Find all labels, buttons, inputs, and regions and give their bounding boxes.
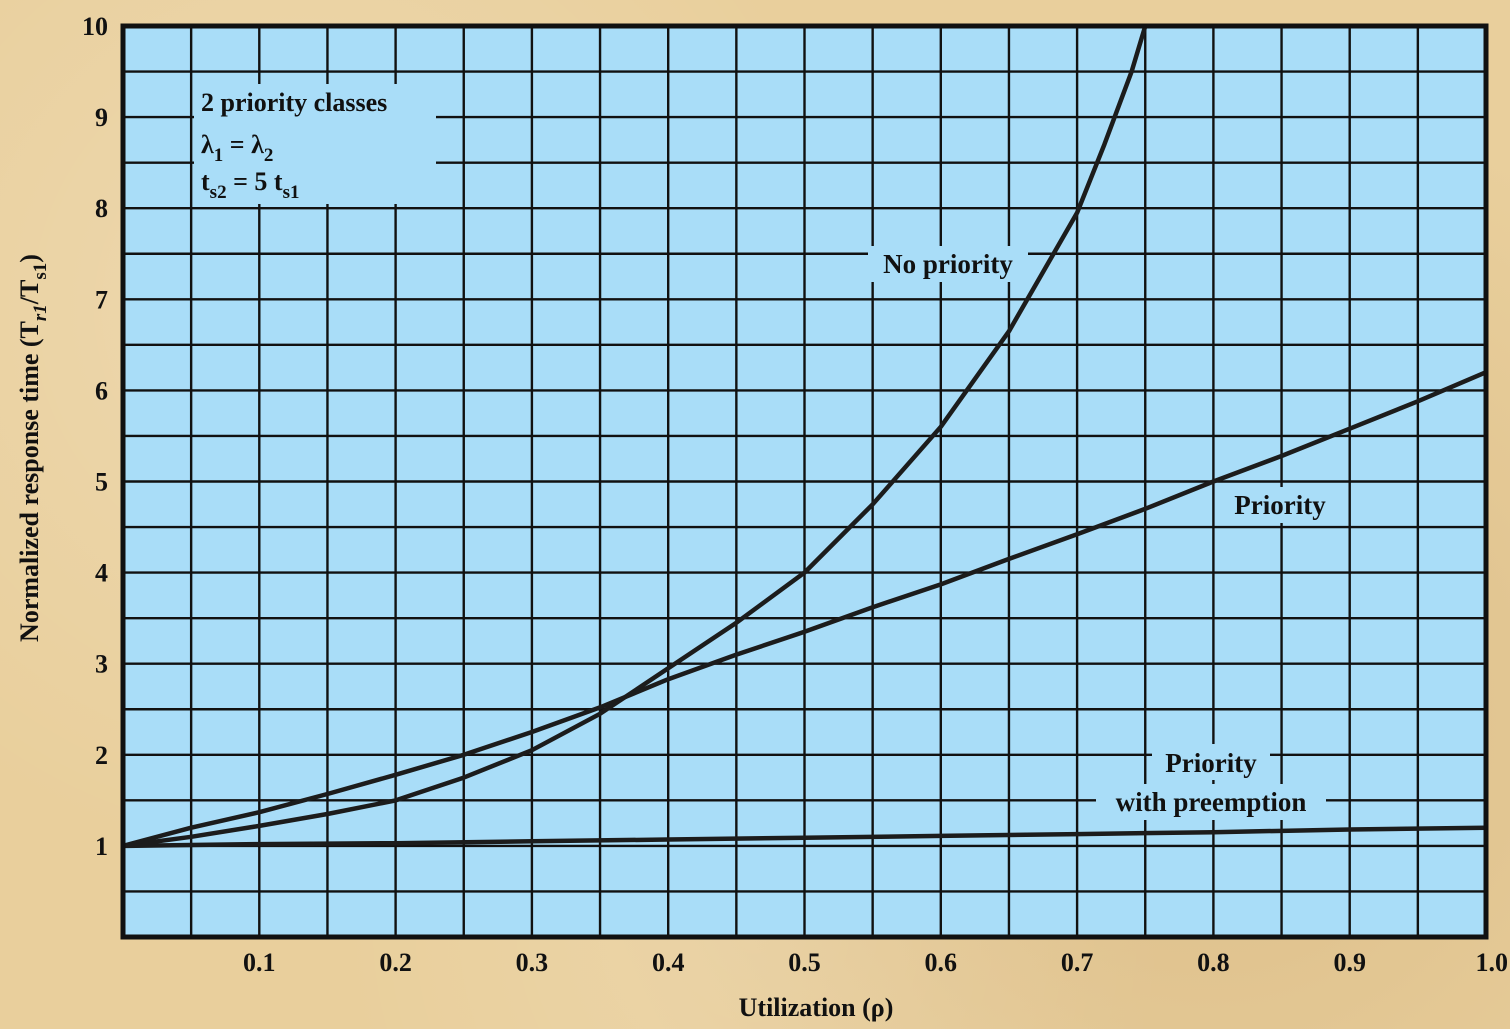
- series-priority: [120, 369, 1489, 849]
- y-tick-label: 4: [95, 559, 108, 588]
- annotation-line-2: λ1 = λ2: [201, 130, 273, 166]
- annotation-line-1: 2 priority classes: [201, 88, 387, 117]
- label-bg-preemption-2: [1096, 784, 1326, 820]
- tick-labels: 0.1 0.2 0.3 0.4 0.5 0.6 0.7 0.8 0.9 1.0 1 2 3 4 5 6 7 8 9 1…: [82, 12, 1508, 977]
- annotation-box: [194, 84, 436, 204]
- label-priority-preemption-line1: Priority: [1165, 748, 1257, 778]
- x-tick-label: 0.5: [788, 948, 821, 977]
- label-priority-preemption-line2: with preemption: [1116, 787, 1307, 817]
- y-tick-label: 7: [95, 285, 108, 314]
- x-tick-label: 0.7: [1061, 948, 1094, 977]
- curves: [120, 23, 1489, 849]
- x-tick-label: 0.4: [652, 948, 685, 977]
- plot-frame: [120, 23, 1489, 940]
- x-tick-label: 0.6: [925, 948, 958, 977]
- x-tick-label: 0.2: [379, 948, 412, 977]
- x-axis-title: Utilization (ρ): [739, 993, 894, 1022]
- x-tick-label: 0.9: [1333, 948, 1366, 977]
- series-no-priority: [120, 23, 1148, 849]
- label-bg-no-priority: [868, 246, 1028, 282]
- x-tick-label: 0.8: [1197, 948, 1230, 977]
- label-bg-preemption-1: [1152, 744, 1270, 780]
- x-tick-label: 1.0: [1476, 948, 1509, 977]
- y-axis-title: Normalized response time (Tr1/Ts1): [15, 254, 51, 642]
- y-tick-label: 2: [95, 741, 108, 770]
- x-tick-label: 0.3: [516, 948, 549, 977]
- annotation-line-3: ts2 = 5 ts1: [201, 167, 299, 203]
- y-tick-label: 9: [95, 103, 108, 132]
- y-tick-label: 8: [95, 194, 108, 223]
- label-no-priority: No priority: [883, 249, 1013, 279]
- y-tick-label: 6: [95, 376, 108, 405]
- label-bg-priority: [1222, 487, 1336, 523]
- series-priority-with-preemption: [120, 825, 1489, 849]
- x-tick-label: 0.1: [243, 948, 276, 977]
- y-tick-label: 5: [95, 468, 108, 497]
- y-tick-label: 3: [95, 650, 108, 679]
- y-tick-label: 10: [82, 12, 108, 41]
- label-priority: Priority: [1234, 490, 1326, 520]
- y-tick-label: 1: [95, 832, 108, 861]
